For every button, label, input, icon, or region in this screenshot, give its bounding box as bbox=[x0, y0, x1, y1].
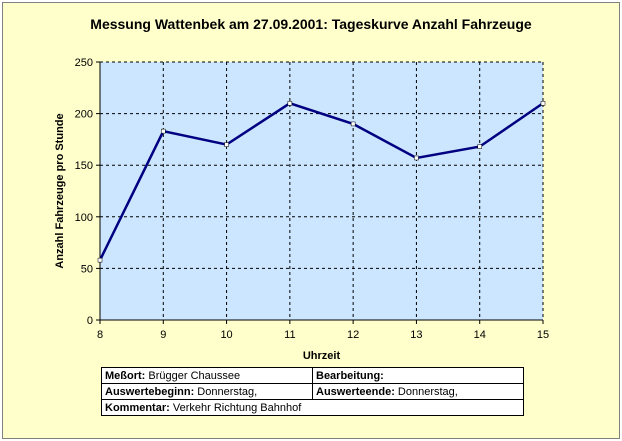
x-tick-label: 13 bbox=[410, 329, 422, 341]
auswerteende-cell: Auswerteende: Donnerstag, bbox=[312, 383, 524, 400]
y-tick-label: 200 bbox=[75, 109, 93, 121]
data-point bbox=[540, 101, 546, 106]
data-point bbox=[287, 101, 293, 106]
data-point bbox=[224, 142, 229, 147]
auswerteende-label: Auswerteende: bbox=[316, 385, 395, 398]
x-tick-label: 8 bbox=[97, 329, 103, 341]
y-tick-label: 50 bbox=[81, 263, 93, 275]
data-point bbox=[477, 144, 482, 149]
messort-label: Meßort: bbox=[105, 369, 146, 382]
auswerteende-value: Donnerstag, bbox=[397, 385, 458, 398]
y-tick-label: 0 bbox=[87, 315, 93, 327]
x-axis-label: Uhrzeit bbox=[303, 350, 341, 362]
chart-title: Messung Wattenbek am 27.09.2001: Tagesku… bbox=[90, 16, 532, 32]
info-table: Meßort: Brügger Chaussee Bearbeitung: Au… bbox=[101, 367, 524, 416]
messort-cell: Meßort: Brügger Chaussee bbox=[101, 367, 313, 384]
y-tick-label: 150 bbox=[75, 160, 93, 172]
data-point bbox=[161, 128, 166, 134]
y-tick-label: 250 bbox=[75, 57, 93, 69]
info-row-1: Meßort: Brügger Chaussee Bearbeitung: bbox=[101, 367, 524, 384]
data-point bbox=[97, 257, 103, 263]
auswertebeginn-label: Auswertebeginn: bbox=[105, 385, 195, 398]
plot-area bbox=[100, 62, 543, 320]
data-point bbox=[414, 155, 419, 161]
x-tick-label: 11 bbox=[284, 329, 295, 341]
x-tick-label: 10 bbox=[220, 329, 232, 341]
y-axis-label: Anzahl Fahrzeuge pro Stunde bbox=[54, 113, 66, 268]
kommentar-label: Kommentar: bbox=[105, 401, 170, 414]
bearbeitung-cell: Bearbeitung: bbox=[312, 367, 524, 384]
auswertebeginn-cell: Auswertebeginn: Donnerstag, bbox=[101, 383, 313, 400]
info-row-3: Kommentar: Verkehr Richtung Bahnhof bbox=[101, 399, 524, 416]
y-tick-label: 100 bbox=[75, 212, 93, 224]
bearbeitung-label: Bearbeitung: bbox=[316, 369, 384, 382]
x-tick-label: 14 bbox=[474, 329, 486, 341]
messort-value: Brügger Chaussee bbox=[148, 369, 241, 382]
kommentar-value: Verkehr Richtung Bahnhof bbox=[172, 401, 302, 414]
x-tick-label: 9 bbox=[160, 329, 166, 341]
series-line bbox=[98, 101, 544, 261]
data-point bbox=[350, 121, 356, 127]
info-row-2: Auswertebeginn: Donnerstag, Auswerteende… bbox=[101, 383, 524, 400]
x-tick-label: 15 bbox=[537, 329, 549, 341]
x-tick-label: 12 bbox=[347, 329, 359, 341]
kommentar-cell: Kommentar: Verkehr Richtung Bahnhof bbox=[101, 399, 524, 416]
auswertebeginn-value: Donnerstag, bbox=[197, 385, 258, 398]
